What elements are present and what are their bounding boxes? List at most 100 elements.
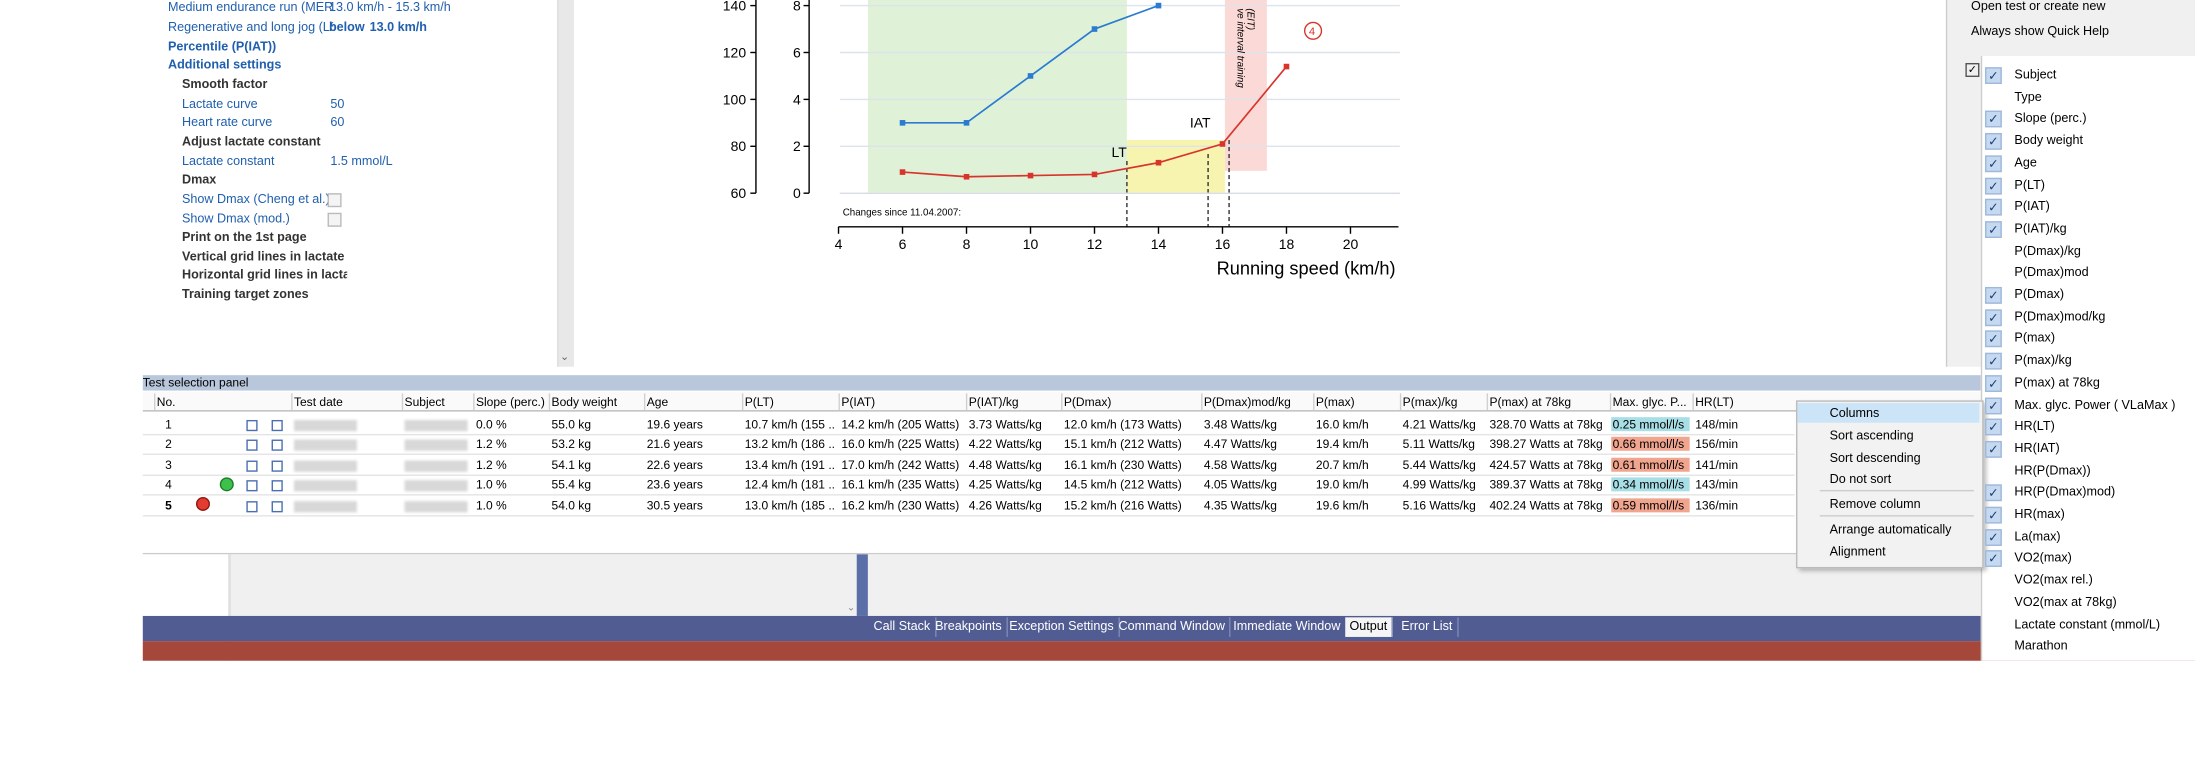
table-cell[interactable]: 1 [165, 417, 172, 432]
column-option[interactable]: HR(IAT) [2014, 440, 2060, 455]
column-checkbox[interactable]: ✓ [1985, 221, 2002, 238]
table-cell[interactable]: 0.61 mmol/l/s [1611, 457, 1690, 472]
column-checkbox[interactable]: ✓ [1985, 396, 2002, 414]
table-cell[interactable]: 402.24 Watts at 78kg [1489, 497, 1603, 512]
menu-item[interactable]: Alignment [1829, 544, 1886, 559]
column-option[interactable]: P(IAT) [2014, 199, 2050, 214]
table-cell[interactable]: 55.0 kg [551, 417, 592, 432]
table-cell[interactable]: 389.37 Watts at 78kg [1489, 477, 1603, 492]
setting-label[interactable]: Smooth factor [181, 76, 268, 91]
column-checkbox[interactable]: ✓ [1985, 440, 2002, 458]
column-checkbox[interactable]: ✓ [1985, 550, 2002, 568]
column-checkbox[interactable]: ✓ [1985, 199, 2002, 216]
table-cell[interactable]: 22.6 years [646, 457, 703, 472]
setting-label[interactable]: Dmax [181, 172, 217, 187]
table-cell[interactable]: 0.59 mmol/l/s [1611, 497, 1690, 512]
table-cell[interactable]: 4.05 Watts/kg [1203, 477, 1278, 492]
table-cell[interactable]: 1.2 % [475, 457, 507, 472]
setting-label[interactable]: Print on the 1st page [181, 229, 307, 244]
column-header[interactable]: P(Dmax) [1063, 394, 1112, 409]
column-checkbox[interactable]: ✓ [1985, 506, 2002, 524]
column-header[interactable]: Body weight [551, 394, 618, 409]
column-checkbox[interactable]: ✓ [1985, 177, 2002, 194]
table-cell[interactable]: 16.2 km/h (230 Watts) [841, 497, 960, 512]
table-cell[interactable]: 4.47 Watts/kg [1203, 437, 1278, 452]
table-cell[interactable]: 16.1 km/h (235 Watts) [841, 477, 960, 492]
tab[interactable]: Breakpoints [931, 617, 1008, 637]
row-select-box[interactable] [246, 460, 258, 472]
tab[interactable]: Error List [1397, 617, 1458, 637]
table-cell[interactable]: 17.0 km/h (242 Watts) [841, 457, 960, 472]
table-cell[interactable]: 19.6 km/h [1315, 497, 1369, 512]
quick-option[interactable]: Open test or create new [1971, 0, 2106, 13]
table-cell[interactable]: 5 [165, 497, 172, 512]
column-option[interactable]: La(max) [2014, 528, 2061, 543]
column-header[interactable]: No. [156, 394, 176, 409]
table-cell[interactable]: 0.0 % [475, 417, 507, 432]
column-header[interactable]: P(LT) [744, 394, 774, 409]
column-header[interactable]: Subject [404, 394, 445, 409]
table-cell[interactable]: 23.6 years [646, 477, 703, 492]
column-header[interactable]: P(max) [1315, 394, 1355, 409]
tab[interactable]: Command Window [1114, 617, 1231, 637]
table-cell[interactable]: 15.1 km/h (212 Watts) [1063, 437, 1182, 452]
table-cell[interactable]: 148/min [1695, 417, 1739, 432]
table-cell[interactable]: 1.2 % [475, 437, 507, 452]
table-cell[interactable]: 16.0 km/h [1315, 417, 1369, 432]
table-cell[interactable]: 13.4 km/h (191 ... [744, 457, 836, 472]
column-checkbox[interactable]: ✓ [1985, 133, 2002, 150]
row-select-box[interactable] [271, 440, 283, 452]
column-checkbox[interactable]: ✓ [1985, 67, 2002, 84]
column-option[interactable]: P(max) at 78kg [2014, 374, 2100, 389]
column-checkbox[interactable]: ✓ [1985, 155, 2002, 172]
setting-label[interactable]: Regenerative and long jog (LS [167, 19, 334, 34]
column-option[interactable]: Lactate constant (mmol/L) [2014, 616, 2161, 631]
column-option[interactable]: P(max)/kg [2014, 352, 2072, 367]
table-cell[interactable]: 4.21 Watts/kg [1402, 417, 1476, 432]
row-select-box[interactable] [271, 480, 283, 492]
column-checkbox[interactable]: ✓ [1985, 528, 2002, 546]
column-checkbox[interactable]: ✓ [1985, 418, 2002, 436]
table-cell[interactable]: 3.48 Watts/kg [1203, 417, 1278, 432]
table-cell[interactable]: 4.22 Watts/kg [968, 437, 1042, 452]
table-cell[interactable]: 19.0 km/h [1315, 477, 1369, 492]
column-option[interactable]: P(Dmax)mod [2014, 264, 2089, 279]
row-select-box[interactable] [271, 419, 283, 432]
setting-label[interactable]: Training target zones [181, 286, 309, 301]
table-cell[interactable]: 2 [165, 437, 172, 452]
table-cell[interactable]: 1.0 % [475, 477, 507, 492]
menu-item[interactable]: Do not sort [1829, 471, 1892, 486]
table-cell[interactable]: 3.73 Watts/kg [968, 417, 1042, 432]
table-cell[interactable]: 0.34 mmol/l/s [1611, 477, 1690, 492]
table-cell[interactable]: 156/min [1695, 437, 1739, 452]
column-header[interactable]: Max. glyc. P... [1612, 394, 1687, 409]
table-cell[interactable]: 424.57 Watts at 78kg [1489, 457, 1603, 472]
setting-label[interactable]: Adjust lactate constant [181, 134, 321, 149]
scrollbar[interactable] [557, 0, 576, 367]
table-cell[interactable]: 13.0 km/h (185 ... [744, 497, 836, 512]
menu-item[interactable]: Sort descending [1829, 450, 1921, 465]
column-header[interactable]: Slope (perc.) [475, 394, 545, 409]
column-option[interactable]: P(IAT)/kg [2014, 221, 2067, 236]
table-cell[interactable]: 5.11 Watts/kg [1402, 437, 1475, 452]
column-checkbox[interactable]: ✓ [1985, 330, 2002, 348]
setting-checkbox[interactable] [327, 212, 342, 227]
row-select-box[interactable] [246, 480, 258, 492]
table-cell[interactable]: 4.35 Watts/kg [1203, 497, 1278, 512]
setting-label[interactable]: Vertical grid lines in lactate plots [181, 249, 347, 264]
column-header[interactable]: P(max) at 78kg [1489, 394, 1572, 409]
column-option[interactable]: P(max) [2014, 330, 2056, 345]
table-cell[interactable]: 4.26 Watts/kg [968, 497, 1042, 512]
column-option[interactable]: P(Dmax) [2014, 286, 2065, 301]
table-cell[interactable]: 136/min [1695, 497, 1739, 512]
column-option[interactable]: Slope (perc.) [2014, 111, 2087, 126]
table-cell[interactable]: 4.99 Watts/kg [1402, 477, 1476, 492]
table-cell[interactable]: 20.7 km/h [1315, 457, 1369, 472]
table-cell[interactable]: 4.58 Watts/kg [1203, 457, 1278, 472]
column-option[interactable]: HR(LT) [2014, 418, 2055, 433]
table-cell[interactable]: 30.5 years [646, 497, 703, 512]
table-cell[interactable]: 4.48 Watts/kg [968, 457, 1042, 472]
column-checkbox[interactable]: ✓ [1985, 111, 2002, 128]
row-select-box[interactable] [246, 440, 258, 452]
column-checkbox[interactable]: ✓ [1985, 308, 2002, 326]
